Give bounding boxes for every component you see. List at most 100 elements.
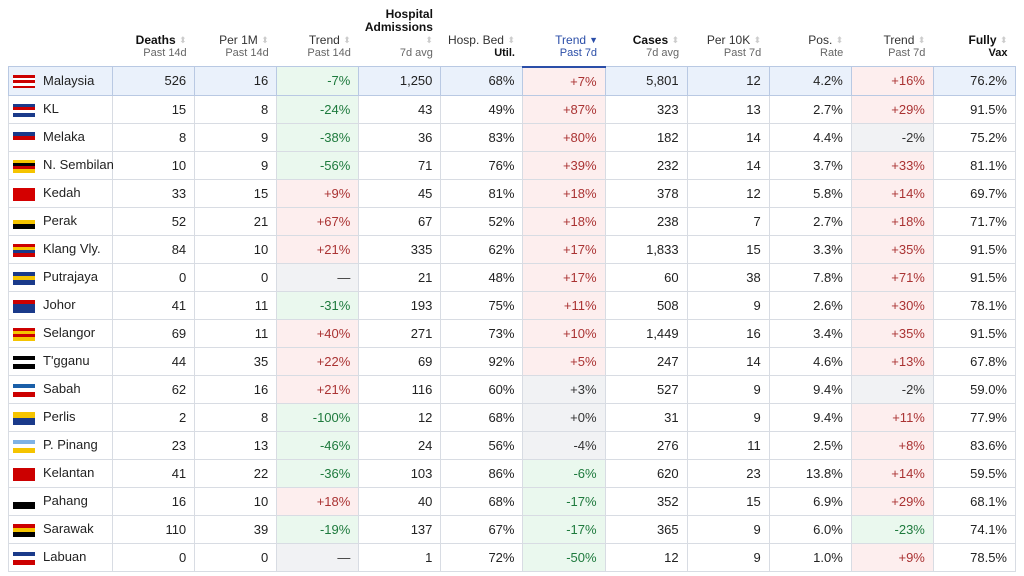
pos--cell: 4.4% bbox=[768, 122, 852, 152]
sort-icon[interactable]: ⬍ bbox=[917, 35, 926, 45]
fully-cell: 69.7% bbox=[932, 178, 1017, 208]
cases-cell: 1,449 bbox=[604, 318, 688, 348]
hospital-admissions-cell: 193 bbox=[358, 290, 442, 320]
trend-cell: — bbox=[276, 262, 360, 292]
table-row[interactable]: Perlis 2 8 -100% 12 68% +0% 31 9 9.4% +11% 77.9% bbox=[7, 402, 1017, 432]
table-row[interactable]: Perak 52 21 +67% 67 52% +18% 238 7 2.7% +18% 71.7% bbox=[7, 206, 1017, 236]
deaths-cell: 526 bbox=[112, 66, 196, 96]
table-row[interactable]: Melaka 8 9 -38% 36 83% +80% 182 14 4.4% -2% 75.2% bbox=[7, 122, 1017, 152]
header-subtitle: Past 7d bbox=[559, 46, 598, 59]
sort-icon[interactable]: ⬍ bbox=[425, 35, 433, 45]
column-header[interactable]: Hospital Admissions⬍ 7d avg bbox=[359, 8, 441, 67]
table-row[interactable]: Kelantan 41 22 -36% 103 86% -6% 620 23 13.8% +14% 5… bbox=[7, 458, 1017, 488]
table-row[interactable]: P. Pinang 23 13 -46% 24 56% -4% 276 11 2.5% +8% 83.… bbox=[7, 430, 1017, 460]
table-row[interactable]: Kedah 33 15 +9% 45 81% +18% 378 12 5.8% +14% 69.7% bbox=[7, 178, 1017, 208]
fully-cell: 91.5% bbox=[932, 318, 1017, 348]
sort-icon[interactable]: ⬍ bbox=[261, 35, 269, 45]
flag-icon bbox=[13, 467, 35, 481]
fully-cell: 67.8% bbox=[932, 346, 1017, 376]
cases-cell: 527 bbox=[604, 374, 688, 404]
column-header[interactable]: Trend ⬍ Past 14d bbox=[277, 8, 359, 67]
trend-cell: +30% bbox=[850, 290, 934, 320]
trend-cell: -100% bbox=[276, 402, 360, 432]
fully-cell: 71.7% bbox=[932, 206, 1017, 236]
header-subtitle: Util. bbox=[494, 47, 515, 59]
table-row-national[interactable]: Malaysia 526 16 -7% 1,250 68% +7% 5,801 12 4.2% +1… bbox=[7, 66, 1017, 96]
column-header[interactable]: Deaths ⬍ Past 14d bbox=[113, 8, 195, 67]
flag-icon bbox=[13, 551, 35, 565]
region-cell: Johor bbox=[7, 290, 114, 320]
per-1m-cell: 9 bbox=[194, 122, 278, 152]
trend-cell: +29% bbox=[850, 486, 934, 516]
column-header[interactable]: Trend ⬍ Past 7d bbox=[851, 8, 933, 67]
column-header[interactable]: Cases ⬍ 7d avg bbox=[605, 8, 687, 67]
sort-icon[interactable]: ⬍ bbox=[753, 35, 762, 45]
sort-desc-icon[interactable]: ▼ bbox=[589, 34, 598, 45]
trend-cell: -2% bbox=[850, 122, 934, 152]
column-header[interactable]: Trend ▼ Past 7d bbox=[522, 8, 606, 68]
per-1m-cell: 0 bbox=[194, 262, 278, 292]
flag-icon bbox=[13, 159, 35, 173]
sort-icon[interactable]: ⬍ bbox=[343, 35, 351, 45]
table-row[interactable]: N. Sembilan 10 9 -56% 71 76% +39% 232 14 3.7% +33%… bbox=[7, 150, 1017, 180]
header-subtitle: Past 14d bbox=[143, 47, 187, 59]
region-cell: Kedah bbox=[7, 178, 114, 208]
trend-cell: +13% bbox=[850, 346, 934, 376]
region-cell: Perlis bbox=[7, 402, 114, 432]
table-row[interactable]: Sarawak 110 39 -19% 137 67% -17% 365 9 6.0% -23% 74… bbox=[7, 514, 1017, 544]
trend-cell: +29% bbox=[850, 94, 934, 124]
table-row[interactable]: Selangor 69 11 +40% 271 73% +10% 1,449 16 3.4% +35… bbox=[7, 318, 1017, 348]
table-row[interactable]: Putrajaya 0 0—21 48% +17% 60 38 7.8% +71% 91.5% bbox=[7, 262, 1017, 292]
table-row[interactable]: KL 15 8 -24% 43 49% +87% 323 13 2.7% +29% 91.5% bbox=[7, 94, 1017, 124]
pos--cell: 2.7% bbox=[768, 94, 852, 124]
cases-cell: 620 bbox=[604, 458, 688, 488]
trend-cell: +14% bbox=[850, 178, 934, 208]
column-header[interactable]: Fully ⬍ Vax bbox=[933, 8, 1015, 67]
sort-icon[interactable]: ⬍ bbox=[179, 35, 187, 45]
header-subtitle: 7d avg bbox=[399, 47, 433, 59]
fully-cell: 59.5% bbox=[932, 458, 1017, 488]
fully-cell: 83.6% bbox=[932, 430, 1017, 460]
per-1m-cell: 9 bbox=[194, 150, 278, 180]
sort-icon[interactable]: ⬍ bbox=[671, 35, 680, 45]
column-header[interactable]: Hosp. Bed ⬍ Util. bbox=[441, 8, 523, 67]
sort-icon[interactable]: ⬍ bbox=[507, 35, 515, 45]
cases-cell: 12 bbox=[604, 542, 688, 572]
table-row[interactable]: Klang Vly. 84 10 +21% 335 62% +17% 1,833 15 3.3% +… bbox=[7, 234, 1017, 264]
cases-cell: 276 bbox=[604, 430, 688, 460]
region-name: Putrajaya bbox=[43, 269, 98, 285]
deaths-cell: 0 bbox=[112, 542, 196, 572]
per-1m-cell: 8 bbox=[194, 94, 278, 124]
region-name: Sabah bbox=[43, 381, 81, 397]
table-row[interactable]: Pahang 16 10 +18% 40 68% -17% 352 15 6.9% +29% 68.1… bbox=[7, 486, 1017, 516]
sort-icon[interactable]: ⬍ bbox=[835, 35, 844, 45]
table-row[interactable]: Johor 41 11 -31% 193 75% +11% 508 9 2.6% +30% 78.1% bbox=[7, 290, 1017, 320]
table-row[interactable]: Labuan 0 0—1 72% -50% 12 9 1.0% +9% 78.5% bbox=[7, 542, 1017, 572]
table-row[interactable]: Sabah 62 16 +21% 116 60% +3% 527 9 9.4% -2% 59.0% bbox=[7, 374, 1017, 404]
trend-cell: +10% bbox=[522, 318, 606, 348]
column-header[interactable]: Per 10K ⬍ Past 7d bbox=[687, 8, 769, 67]
region-cell: T'gganu bbox=[7, 346, 114, 376]
trend-cell: +18% bbox=[522, 206, 606, 236]
region-cell: Sabah bbox=[7, 374, 114, 404]
hospital-admissions-cell: 71 bbox=[358, 150, 442, 180]
cases-cell: 365 bbox=[604, 514, 688, 544]
hospital-admissions-cell: 103 bbox=[358, 458, 442, 488]
fully-cell: 74.1% bbox=[932, 514, 1017, 544]
trend-cell: -7% bbox=[276, 66, 360, 96]
cases-cell: 247 bbox=[604, 346, 688, 376]
column-header[interactable]: Per 1M ⬍ Past 14d bbox=[195, 8, 277, 67]
cases-cell: 238 bbox=[604, 206, 688, 236]
region-cell: N. Sembilan bbox=[7, 150, 114, 180]
pos--cell: 3.4% bbox=[768, 318, 852, 348]
sort-icon[interactable]: ⬍ bbox=[999, 35, 1008, 45]
trend-cell: -46% bbox=[276, 430, 360, 460]
column-header[interactable]: Pos. ⬍ Rate bbox=[769, 8, 851, 67]
flag-icon bbox=[13, 439, 35, 453]
flag-icon bbox=[13, 327, 35, 341]
trend-cell: -36% bbox=[276, 458, 360, 488]
trend-cell: -56% bbox=[276, 150, 360, 180]
cases-cell: 352 bbox=[604, 486, 688, 516]
table-row[interactable]: T'gganu 44 35 +22% 69 92% +5% 247 14 4.6% +13% 67.8… bbox=[7, 346, 1017, 376]
pos--cell: 1.0% bbox=[768, 542, 852, 572]
